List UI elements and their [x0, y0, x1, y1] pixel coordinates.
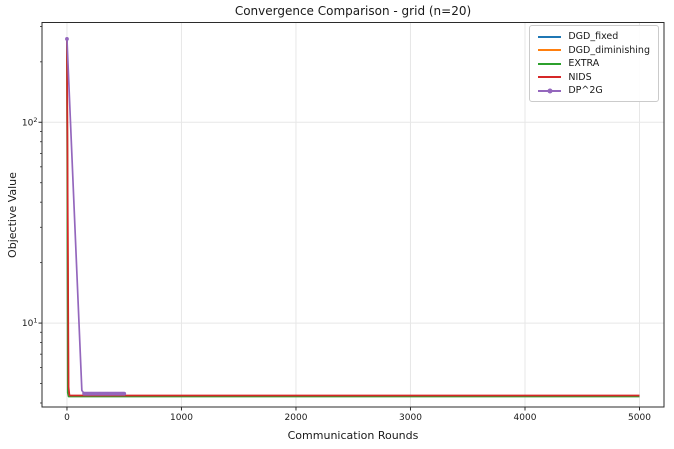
legend-label: DP^2G: [568, 85, 603, 96]
x-axis-label: Communication Rounds: [288, 429, 419, 442]
series-line-DP^2G: [66, 38, 125, 395]
series-line-NIDS: [66, 38, 640, 397]
plot-border: [41, 22, 665, 408]
legend-item-DGD_fixed: DGD_fixed: [538, 31, 650, 42]
legend-line-sample: [538, 35, 562, 38]
chart-title: Convergence Comparison - grid (n=20): [235, 4, 471, 18]
legend: DGD_fixed DGD_diminishing EXTRA NIDS DP^2G: [529, 25, 659, 102]
legend-label: DGD_diminishing: [568, 44, 650, 56]
series-lines: [65, 37, 640, 398]
legend-line-sample: [538, 62, 562, 65]
x-tick-label: 1000: [170, 413, 193, 423]
legend-line-sample: [538, 88, 562, 93]
series-marker-DP^2G: [122, 391, 127, 396]
y-tick-label: 101: [22, 317, 38, 330]
legend-line-sample: [538, 76, 562, 78]
legend-line-sample: [538, 49, 562, 51]
legend-item-EXTRA: EXTRA: [538, 58, 650, 69]
legend-item-DP^2G: DP^2G: [538, 85, 650, 96]
x-tick-label: 0: [64, 413, 70, 423]
x-tick-label: 3000: [399, 413, 422, 423]
legend-marker-dot: [547, 88, 553, 93]
y-tick-label: 102: [22, 116, 38, 129]
legend-label: DGD_fixed: [568, 31, 619, 42]
legend-item-DGD_diminishing: DGD_diminishing: [538, 45, 650, 56]
x-tick-label: 2000: [285, 413, 308, 423]
x-tick-label: 5000: [628, 413, 651, 423]
y-axis-label: Objective Value: [6, 172, 19, 258]
series-marker-DP^2G: [65, 37, 69, 41]
legend-label: NIDS: [568, 71, 592, 83]
legend-item-NIDS: NIDS: [538, 72, 650, 83]
tick-labels: 0 1000 2000 3000 4000 5000 101 102: [22, 116, 651, 423]
x-tick-label: 4000: [514, 413, 537, 423]
legend-label: EXTRA: [568, 58, 600, 69]
